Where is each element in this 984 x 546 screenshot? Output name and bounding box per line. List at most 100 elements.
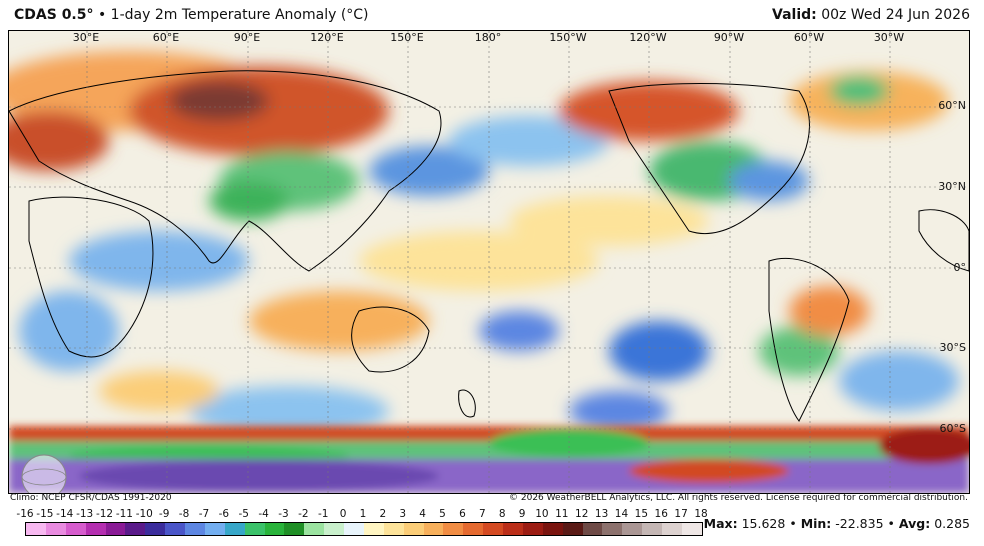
colorbar-tick-label: 18 (694, 508, 708, 520)
colorbar-tick-label: 12 (575, 508, 589, 520)
colorbar-tick-label: -9 (158, 508, 170, 520)
max-value: 15.628 (741, 516, 786, 531)
colorbar-tick-label: -4 (258, 508, 269, 520)
lat-label-0: 0° (953, 261, 967, 274)
lon-label-120w: 120°W (629, 31, 667, 44)
colorbar-tick-label: 4 (419, 508, 426, 520)
colorbar-tick-label: -7 (198, 508, 210, 520)
colorbar-tick-label: 3 (399, 508, 407, 520)
product-name: 1-day 2m Temperature Anomaly (°C) (110, 7, 369, 23)
colorbar-tick-label: -14 (56, 508, 74, 520)
colorbar-swatch (26, 523, 46, 535)
colorbar-tick-label: 9 (518, 508, 526, 520)
colorbar-tick-label: 17 (674, 508, 688, 520)
valid-label: Valid: (772, 7, 817, 23)
model-name: CDAS 0.5° (14, 7, 94, 23)
title-bullet: • (97, 7, 107, 23)
colorbar-swatch (562, 523, 583, 535)
colorbar-tick-label: -11 (115, 508, 133, 520)
anomaly-map[interactable] (8, 30, 970, 494)
coastlines (9, 70, 969, 422)
colorbar-tick-label: 13 (594, 508, 609, 520)
colorbar-swatch (542, 523, 563, 535)
colorbar-swatch (423, 523, 444, 535)
stats-bullet-2: • (887, 516, 895, 531)
lat-label-60s: 60°S (939, 422, 966, 435)
colorbar-swatch (145, 523, 166, 535)
colorbar-tick-label: 5 (439, 508, 446, 520)
lon-label-150e: 150°E (390, 31, 424, 44)
colorbar-swatch (662, 523, 682, 535)
graticule (9, 31, 969, 493)
lon-label-30w: 30°W (873, 31, 905, 44)
min-label: Min: (800, 516, 832, 531)
field-stats: Max: 15.628 • Min: -22.835 • Avg: 0.285 (704, 516, 970, 531)
valid-time: Valid: 00z Wed 24 Jun 2026 (772, 7, 970, 23)
colorbar-swatch (522, 523, 543, 535)
colorbar-labels: -16 -15 -14 -13 -12 -11 -10 -9 -8 -7 -6 -5 -4 -3 -2 -1 0… (16, 508, 707, 520)
anomaly-field (9, 51, 959, 436)
colorbar-tick-label: -12 (95, 508, 114, 520)
colorbar-swatch (383, 523, 404, 535)
colorbar-tick-label: 0 (339, 508, 347, 520)
colorbar-tick-label: -2 (298, 508, 309, 520)
lat-label-30s: 30°S (939, 341, 966, 354)
colorbar-tick-label: 8 (498, 508, 506, 520)
min-value: -22.835 (835, 516, 884, 531)
colorbar-swatch (324, 523, 344, 535)
lon-label-90w: 90°W (713, 31, 745, 44)
max-label: Max: (703, 516, 738, 531)
colorbar-swatch (642, 523, 662, 535)
colorbar-swatch (602, 523, 623, 535)
colorbar-swatch (85, 523, 106, 535)
copyright-note: © 2026 WeatherBELL Analytics, LLC. All r… (509, 493, 968, 503)
lat-label-30n: 30°N (938, 180, 966, 193)
colorbar-swatch (344, 523, 364, 535)
colorbar-tick-label: -1 (317, 508, 329, 520)
lon-label-120e: 120°E (310, 31, 344, 44)
colorbar-swatch (363, 523, 384, 535)
colorbar-swatch (403, 523, 424, 535)
colorbar-swatch (165, 523, 185, 535)
lon-label-180: 180° (474, 31, 502, 44)
colorbar-tick-label: -15 (36, 508, 54, 520)
colorbar-swatch (105, 523, 126, 535)
southern-band (9, 426, 969, 493)
colorbar-swatch (284, 523, 305, 535)
colorbar-tick-label: 10 (535, 508, 549, 520)
lon-label-30e: 30°E (72, 31, 100, 44)
map-canvas (9, 31, 969, 493)
colorbar-swatch (483, 523, 503, 535)
avg-value: 0.285 (934, 516, 970, 531)
avg-label: Avg: (898, 516, 931, 531)
valid-time-value: 00z Wed 24 Jun 2026 (821, 7, 970, 23)
colorbar-swatch (65, 523, 86, 535)
colorbar-swatch (45, 523, 66, 535)
colorbar-swatch (264, 523, 285, 535)
colorbar-tick-label: 15 (634, 508, 649, 520)
colorbar-swatch (204, 523, 225, 535)
colorbar-tick-label: -10 (135, 508, 153, 520)
lat-label-60n: 60°N (938, 99, 966, 112)
colorbar-tick-label: -6 (218, 508, 230, 520)
lon-label-90e: 90°E (233, 31, 261, 44)
colorbar-swatch (125, 523, 146, 535)
colorbar-swatch (622, 523, 643, 535)
colorbar-swatch (681, 523, 702, 535)
colorbar (25, 522, 703, 536)
colorbar-tick-label: 7 (478, 508, 486, 520)
lon-label-150w: 150°W (549, 31, 587, 44)
colorbar-swatch (304, 523, 325, 535)
colorbar-tick-label: -13 (76, 508, 94, 520)
colorbar-swatch (463, 523, 484, 535)
colorbar-swatch (503, 523, 523, 535)
colorbar-swatch (185, 523, 205, 535)
weatherbell-logo (21, 454, 67, 493)
colorbar-tick-label: 16 (654, 508, 668, 520)
colorbar-tick-label: -16 (16, 508, 34, 520)
colorbar-swatch (443, 523, 464, 535)
stats-bullet: • (789, 516, 797, 531)
colorbar-tick-label: -5 (238, 508, 249, 520)
colorbar-tick-label: 6 (459, 508, 466, 520)
lon-label-60w: 60°W (793, 31, 825, 44)
